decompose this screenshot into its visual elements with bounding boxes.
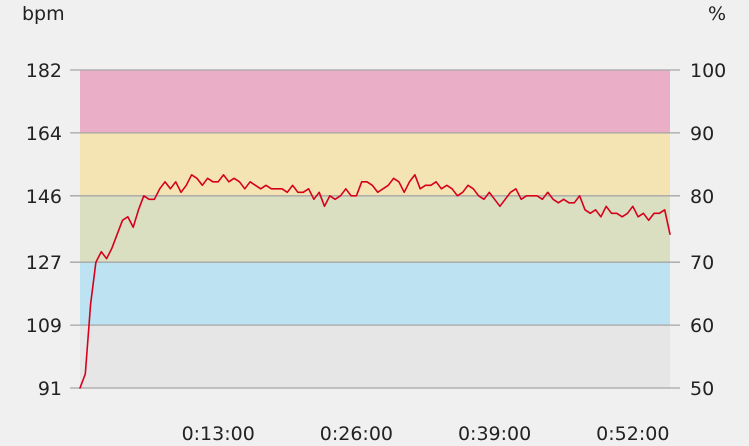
left-tick-label: 164 bbox=[26, 123, 62, 145]
left-axis-unit: bpm bbox=[22, 3, 65, 25]
right-tick-label: 90 bbox=[690, 123, 714, 145]
left-tick-label: 146 bbox=[26, 186, 62, 208]
x-tick-label: 0:26:00 bbox=[320, 423, 393, 445]
heart-rate-zones bbox=[80, 70, 670, 388]
right-tick-label: 70 bbox=[690, 252, 714, 274]
right-axis-ticks: 50 60 70 80 90 100 bbox=[690, 60, 726, 400]
x-tick-label: 0:39:00 bbox=[458, 423, 531, 445]
left-tick-label: 109 bbox=[26, 315, 62, 337]
right-tick-label: 50 bbox=[690, 378, 714, 400]
right-tick-label: 80 bbox=[690, 186, 714, 208]
zone-band-2 bbox=[80, 262, 670, 326]
x-axis-ticks: 0:13:00 0:26:00 0:39:00 0:52:00 bbox=[182, 423, 670, 445]
zone-band-5 bbox=[80, 70, 670, 133]
right-tick-label: 60 bbox=[690, 315, 714, 337]
zone-band-1 bbox=[80, 325, 670, 388]
right-axis-unit: % bbox=[708, 3, 726, 25]
x-tick-label: 0:52:00 bbox=[596, 423, 669, 445]
left-tick-label: 127 bbox=[26, 252, 62, 274]
gridlines bbox=[70, 69, 680, 389]
right-tick-label: 100 bbox=[690, 60, 726, 82]
heart-rate-series-line bbox=[79, 174, 671, 389]
x-tick-label: 0:13:00 bbox=[182, 423, 255, 445]
left-tick-label: 91 bbox=[38, 378, 62, 400]
left-tick-label: 182 bbox=[26, 60, 62, 82]
left-axis-ticks: 91 109 127 146 164 182 bbox=[26, 60, 62, 400]
zone-band-3 bbox=[80, 195, 670, 263]
